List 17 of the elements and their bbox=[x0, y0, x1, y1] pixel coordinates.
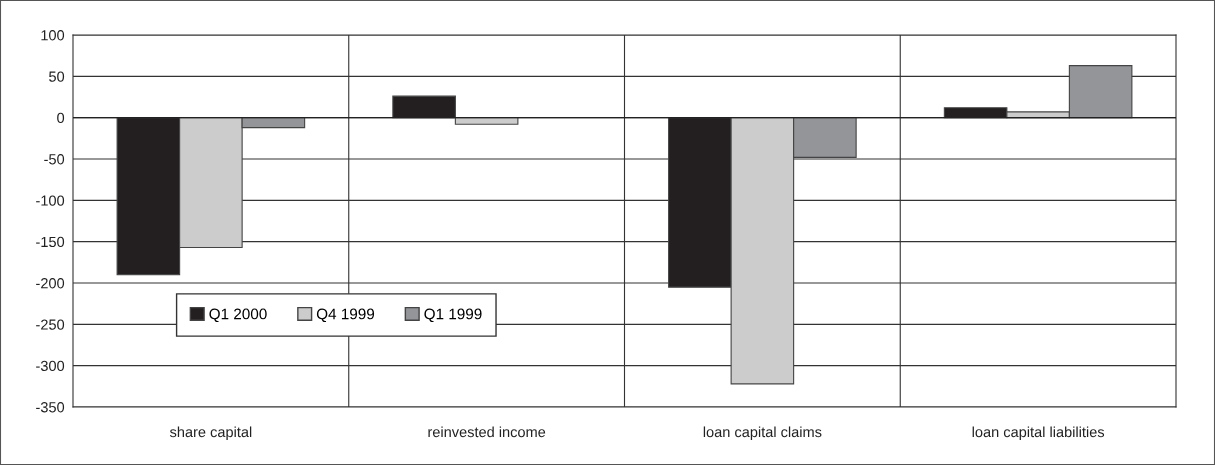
y-tick-label: -350 bbox=[36, 402, 65, 413]
y-tick-label: 0 bbox=[57, 112, 65, 124]
x-tick-label: loan capital liabilities bbox=[972, 426, 1105, 441]
y-tick-label: -250 bbox=[36, 319, 65, 330]
legend-label: Q4 1999 bbox=[316, 308, 375, 323]
legend-label: Q1 2000 bbox=[209, 308, 267, 323]
x-tick-label: loan capital claims bbox=[703, 426, 822, 441]
x-tick-label: reinvested income bbox=[428, 426, 546, 438]
legend-label: Q1 1999 bbox=[424, 308, 482, 323]
y-tick-label: 50 bbox=[49, 71, 65, 82]
y-tick-label: -50 bbox=[44, 154, 65, 165]
x-tick-label: share capital bbox=[169, 426, 252, 441]
y-tick-label: -100 bbox=[36, 195, 65, 206]
y-tick-label: -150 bbox=[36, 236, 65, 248]
y-tick-label: -200 bbox=[36, 278, 65, 289]
y-tick-label: 100 bbox=[41, 30, 65, 41]
y-tick-label: -300 bbox=[36, 360, 65, 372]
